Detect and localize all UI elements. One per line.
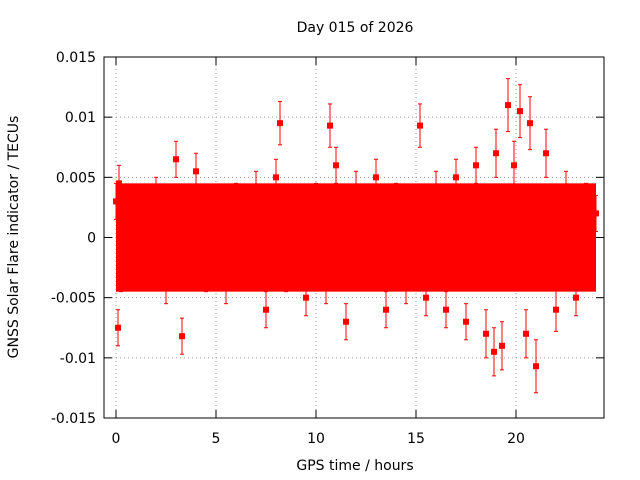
data-point	[493, 150, 499, 157]
data-point	[273, 174, 279, 181]
data-point	[223, 282, 229, 289]
x-tick-label: 20	[507, 431, 525, 447]
data-point	[163, 282, 169, 289]
data-point	[527, 120, 533, 127]
data-point	[573, 294, 579, 301]
data-point	[413, 210, 419, 217]
data-point	[115, 324, 121, 331]
data-point	[499, 342, 505, 349]
x-tick-label: 0	[112, 431, 121, 447]
data-point	[233, 198, 239, 205]
data-point	[363, 258, 369, 265]
data-point	[343, 318, 349, 325]
x-tick-label: 10	[307, 431, 325, 447]
data-point	[327, 122, 333, 129]
data-point	[511, 162, 517, 169]
x-axis-label: GPS time / hours	[296, 458, 413, 474]
y-tick-label: -0.015	[51, 411, 96, 427]
data-point	[133, 222, 139, 229]
data-marks	[113, 78, 599, 394]
data-point	[393, 198, 399, 205]
data-point	[593, 210, 599, 217]
data-point	[403, 282, 409, 289]
data-point	[313, 198, 319, 205]
data-point	[523, 330, 529, 337]
data-point	[153, 192, 159, 199]
data-point	[473, 162, 479, 169]
data-point	[303, 294, 309, 301]
y-axis-label: GNSS Solar Flare indicator / TECUs	[6, 116, 22, 359]
data-point	[453, 174, 459, 181]
data-point	[423, 294, 429, 301]
x-tick-label: 15	[407, 431, 425, 447]
data-point	[243, 258, 249, 265]
data-point	[517, 108, 523, 115]
data-point	[533, 363, 539, 370]
data-point	[283, 270, 289, 277]
data-point	[433, 186, 439, 193]
data-point	[583, 198, 589, 205]
data-point	[123, 246, 129, 253]
data-point	[293, 210, 299, 217]
chart-title: Day 015 of 2026	[297, 20, 414, 36]
y-tick-label: 0.01	[65, 110, 96, 126]
data-point	[505, 102, 511, 109]
data-point	[443, 306, 449, 313]
data-point	[143, 258, 149, 265]
data-point	[277, 120, 283, 127]
y-tick-label: 0.005	[56, 170, 96, 186]
data-point	[183, 222, 189, 229]
y-tick-label: -0.005	[51, 291, 96, 307]
data-point	[193, 168, 199, 175]
data-point	[179, 333, 185, 340]
data-point	[563, 186, 569, 193]
y-tick-label: 0	[87, 231, 96, 247]
x-tick-label: 5	[212, 431, 221, 447]
data-point	[118, 270, 124, 277]
y-tick-label: -0.01	[60, 351, 96, 367]
data-point	[113, 198, 119, 205]
data-point	[323, 282, 329, 289]
y-tick-label: 0.015	[56, 50, 96, 66]
data-point	[173, 156, 179, 163]
axes: -0.015 -0.01 -0.005 0 0.005 0.01 0.015 0 5 10 15 20	[51, 50, 604, 447]
data-point	[263, 306, 269, 313]
data-point	[483, 330, 489, 337]
data-point	[417, 122, 423, 129]
data-point	[463, 318, 469, 325]
data-point	[116, 180, 122, 187]
data-point	[203, 270, 209, 277]
data-point	[353, 186, 359, 193]
data-point	[543, 150, 549, 157]
data-point	[119, 210, 125, 217]
data-point	[253, 186, 259, 193]
data-point	[213, 210, 219, 217]
data-point	[333, 162, 339, 169]
data-point	[373, 174, 379, 181]
data-point	[491, 348, 497, 355]
data-point	[553, 306, 559, 313]
data-point	[383, 306, 389, 313]
